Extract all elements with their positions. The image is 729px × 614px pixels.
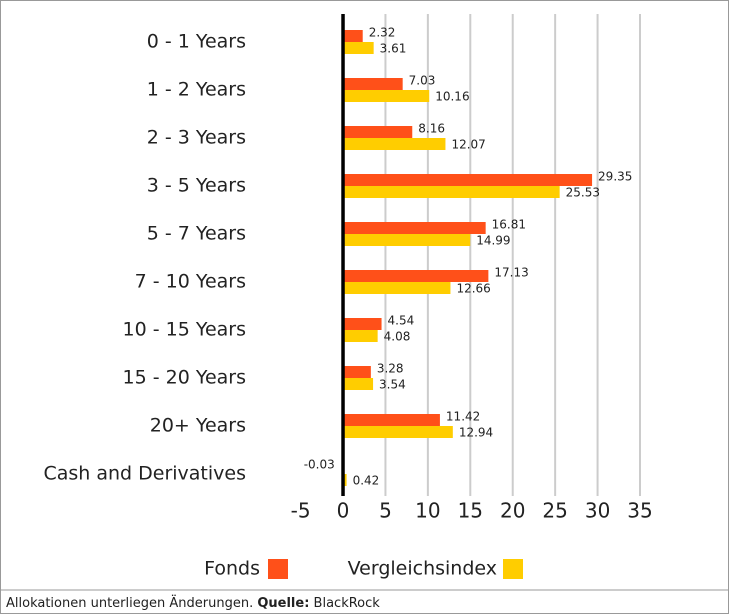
value-label: 3.61 [380, 42, 407, 56]
bar [343, 414, 440, 426]
category-label: 5 - 7 Years [147, 223, 246, 245]
value-label: 0.42 [353, 474, 380, 488]
bar [343, 330, 378, 342]
x-tick-label: -5 [291, 499, 311, 523]
value-label: 4.08 [384, 330, 411, 344]
x-tick-label: 0 [337, 499, 350, 523]
footer: Allokationen unterliegen Änderungen. Que… [6, 595, 380, 611]
bar [343, 270, 489, 282]
x-tick-label: 5 [379, 499, 392, 523]
x-tick-label: 10 [415, 499, 440, 523]
value-label: 4.54 [388, 314, 415, 328]
bar [343, 186, 560, 198]
value-label: 14.99 [476, 234, 510, 248]
category-label: 0 - 1 Years [147, 31, 246, 53]
value-label: 12.94 [459, 426, 493, 440]
bar [343, 234, 471, 246]
bar [343, 138, 446, 150]
note: Allokationen unterliegen Änderungen. [6, 595, 253, 611]
legend-label: Fonds [204, 558, 260, 580]
bar [343, 318, 382, 330]
value-label: 10.16 [435, 90, 469, 104]
x-tick-label: 35 [627, 499, 652, 523]
category-label: 15 - 20 Years [123, 367, 246, 389]
value-label: 11.42 [446, 410, 480, 424]
value-label: 7.03 [409, 74, 436, 88]
value-label: 16.81 [492, 218, 526, 232]
bar [343, 474, 347, 486]
bar [343, 90, 430, 102]
bar [343, 126, 413, 138]
value-label: 12.66 [456, 282, 490, 296]
bar [343, 42, 374, 54]
category-label: 10 - 15 Years [123, 319, 246, 341]
category-label: 1 - 2 Years [147, 79, 246, 101]
value-label: 29.35 [598, 170, 632, 184]
bar [343, 426, 453, 438]
value-label: 8.16 [418, 122, 445, 136]
bar [343, 282, 451, 294]
category-label: 7 - 10 Years [135, 271, 246, 293]
category-label: Cash and Derivatives [43, 463, 246, 485]
value-label: 3.28 [377, 362, 404, 376]
legend-swatch [503, 559, 523, 579]
category-label: 2 - 3 Years [147, 127, 246, 149]
category-label: 20+ Years [150, 415, 246, 437]
bar [343, 222, 486, 234]
value-label: 17.13 [494, 266, 528, 280]
bar [343, 378, 374, 390]
category-label: 3 - 5 Years [147, 175, 246, 197]
bar [343, 78, 403, 90]
bar [343, 174, 593, 186]
value-label: -0.03 [304, 458, 335, 472]
bar [343, 366, 371, 378]
legend-label: Vergleichsindex [348, 558, 497, 580]
legend-swatch [268, 559, 288, 579]
x-tick-label: 15 [458, 499, 483, 523]
x-tick-label: 25 [542, 499, 567, 523]
source: BlackRock [314, 596, 381, 611]
value-label: 3.54 [379, 378, 406, 392]
x-tick-label: 30 [585, 499, 610, 523]
value-label: 12.07 [451, 138, 485, 152]
bar [343, 30, 363, 42]
value-label: 2.32 [369, 26, 396, 40]
x-tick-label: 20 [500, 499, 525, 523]
value-label: 25.53 [566, 186, 600, 200]
source-label: Quelle: [257, 596, 309, 611]
